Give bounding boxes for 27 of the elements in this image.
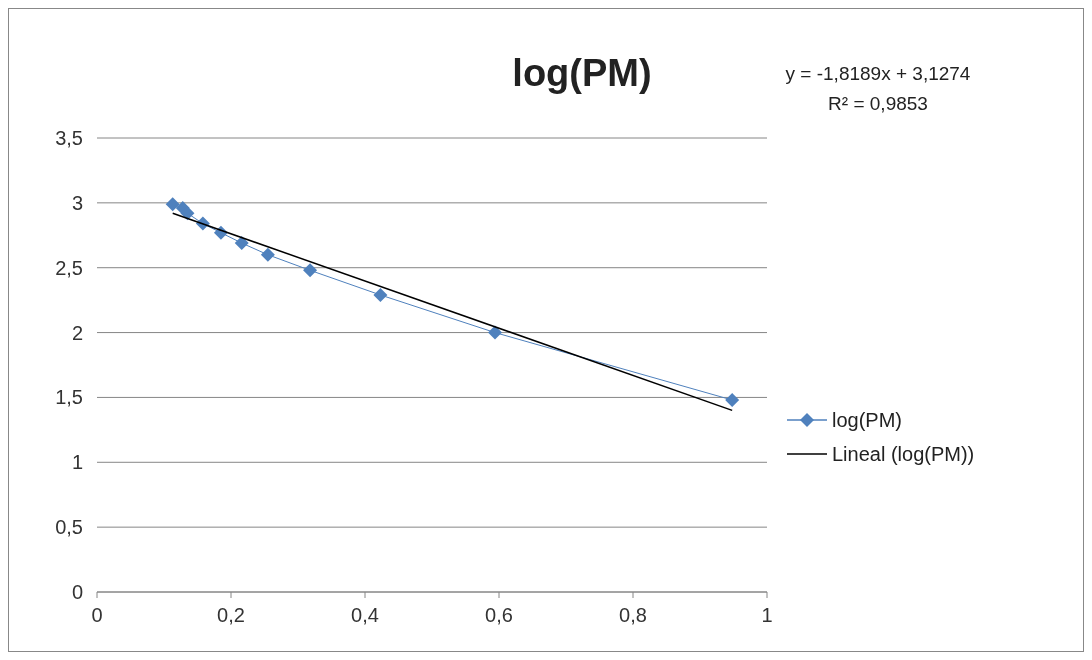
point (180, 206, 195, 221)
chart-title: log(PM) (512, 52, 652, 94)
point (487, 325, 502, 340)
legend-label: log(PM) (832, 409, 903, 431)
x-tick-label: 0,2 (217, 604, 245, 626)
legend-label: Lineal (log(PM)) (832, 443, 975, 465)
point (373, 287, 388, 302)
x-tick-label: 0,4 (351, 604, 379, 626)
text: R² = 0,9853 (828, 93, 928, 114)
point (725, 393, 740, 408)
y-tick-label: 0,5 (55, 516, 83, 539)
y-tick-label: 1,5 (55, 386, 83, 409)
text: y = -1,8189x + 3,1274 (785, 63, 971, 84)
point (260, 247, 275, 262)
y-tick-label: 0 (71, 581, 83, 603)
y-tick-label: 3,5 (55, 127, 83, 149)
point (234, 236, 249, 251)
point (303, 263, 318, 278)
y-tick-label: 3 (71, 191, 83, 214)
x-tick-label: 0 (91, 604, 103, 626)
y-tick-label: 2,5 (55, 256, 83, 279)
x-tick-label: 0,8 (619, 604, 647, 626)
y-tick-label: 2 (71, 321, 83, 344)
x-tick-label: 1 (761, 604, 773, 626)
x-tick-label: 0,6 (485, 604, 513, 626)
y-tick-label: 1 (71, 451, 83, 474)
point (165, 197, 180, 212)
